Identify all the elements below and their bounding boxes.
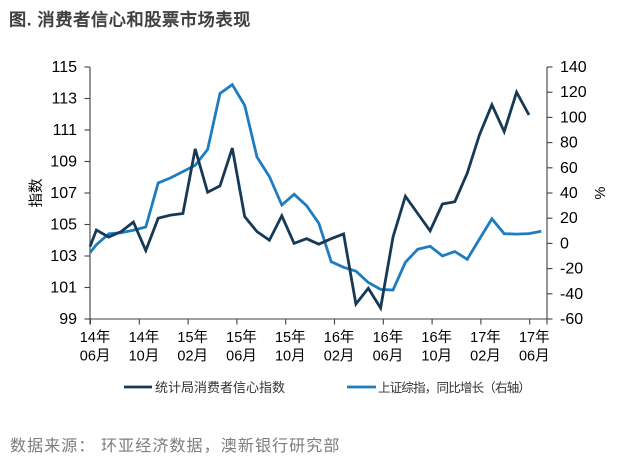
svg-text:上证综指，同比增长（右轴）: 上证综指，同比增长（右轴） <box>378 380 530 395</box>
svg-text:06月: 06月 <box>226 349 257 365</box>
svg-text:统计局消费者信心指数: 统计局消费者信心指数 <box>155 380 285 395</box>
svg-text:140: 140 <box>560 59 587 76</box>
svg-text:20: 20 <box>560 210 578 227</box>
svg-text:16年: 16年 <box>421 329 452 346</box>
svg-text:0: 0 <box>560 235 569 252</box>
svg-text:16年: 16年 <box>373 329 404 346</box>
svg-text:103: 103 <box>50 248 77 265</box>
svg-text:105: 105 <box>50 217 77 234</box>
svg-text:15年: 15年 <box>177 329 208 346</box>
svg-text:80: 80 <box>560 135 578 152</box>
svg-text:100: 100 <box>560 109 587 126</box>
svg-text:60: 60 <box>560 160 578 177</box>
svg-text:-20: -20 <box>560 261 583 278</box>
svg-text:10月: 10月 <box>421 349 452 365</box>
svg-text:-60: -60 <box>560 311 583 328</box>
svg-text:15年: 15年 <box>275 329 306 346</box>
svg-text:06月: 06月 <box>519 349 550 365</box>
svg-text:17年: 17年 <box>519 329 550 346</box>
svg-text:111: 111 <box>53 122 77 139</box>
svg-text:02月: 02月 <box>324 349 355 365</box>
svg-text:02月: 02月 <box>470 349 501 365</box>
svg-text:107: 107 <box>50 185 77 202</box>
svg-text:40: 40 <box>560 185 578 202</box>
svg-text:15年: 15年 <box>226 329 257 346</box>
svg-text:17年: 17年 <box>470 329 501 346</box>
svg-text:120: 120 <box>560 84 587 101</box>
svg-text:06月: 06月 <box>80 349 111 365</box>
svg-text:109: 109 <box>50 154 77 171</box>
svg-text:10月: 10月 <box>275 349 306 365</box>
svg-text:数据来源： 环亚经济数据，澳新银行研究部: 数据来源： 环亚经济数据，澳新银行研究部 <box>10 437 340 455</box>
svg-text:10月: 10月 <box>129 349 160 365</box>
svg-text:指数: 指数 <box>28 178 45 207</box>
svg-text:99: 99 <box>59 311 77 328</box>
svg-text:101: 101 <box>50 280 77 297</box>
svg-text:14年: 14年 <box>129 329 160 346</box>
svg-text:02月: 02月 <box>177 349 208 365</box>
svg-text:-40: -40 <box>560 286 583 303</box>
svg-text:14年: 14年 <box>80 329 111 346</box>
svg-text:%: % <box>593 186 609 199</box>
svg-text:113: 113 <box>51 91 77 108</box>
svg-text:06月: 06月 <box>373 349 404 365</box>
svg-text:16年: 16年 <box>324 329 355 346</box>
svg-text:图. 消费者信心和股票市场表现: 图. 消费者信心和股票市场表现 <box>9 10 251 30</box>
svg-text:115: 115 <box>51 59 77 76</box>
